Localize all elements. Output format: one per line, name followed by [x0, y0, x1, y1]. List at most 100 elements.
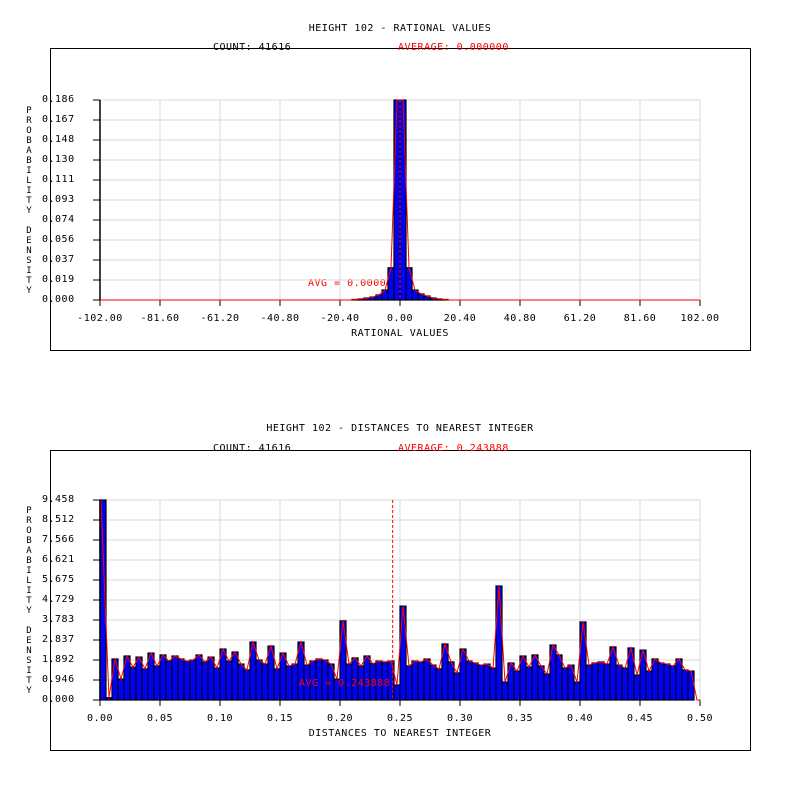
histogram-bar — [291, 663, 299, 701]
ylabel-letter: S — [26, 256, 32, 266]
histogram-bar — [429, 664, 437, 701]
y-tick-label: 1.892 — [42, 654, 75, 665]
ylabel-letter: I — [26, 586, 32, 596]
histogram-bar — [153, 665, 161, 701]
ylabel-letter: E — [26, 636, 32, 646]
y-tick-label: 0.186 — [42, 94, 75, 105]
histogram-bar — [255, 659, 263, 701]
y-tick-label: 9.458 — [42, 494, 75, 505]
histogram-bar — [663, 663, 671, 701]
ylabel-letter: I — [26, 666, 32, 676]
y-tick-label: 0.148 — [42, 134, 75, 145]
bottom-chart-avg-annotation: AVG = 0.243888 — [299, 678, 391, 689]
ylabel-letter: B — [26, 156, 32, 166]
bottom-chart-count: COUNT: 41616 — [213, 443, 292, 454]
histogram-bar — [675, 658, 683, 701]
ylabel-letter: N — [26, 246, 32, 256]
ylabel-letter: L — [26, 176, 32, 186]
top-chart-title: HEIGHT 102 - RATIONAL VALUES — [308, 23, 492, 34]
y-tick-label: 0.946 — [42, 674, 75, 685]
histogram-bar — [645, 670, 653, 701]
histogram-bar — [261, 663, 269, 701]
ylabel-letter: R — [26, 516, 32, 526]
ylabel-letter: T — [26, 596, 32, 606]
histogram-bar — [405, 665, 413, 701]
histogram-bar — [435, 668, 443, 701]
histogram-bar — [603, 663, 611, 701]
top-chart-xlabel: RATIONAL VALUES — [351, 328, 449, 339]
histogram-bar — [621, 667, 629, 701]
histogram-bar — [201, 661, 209, 701]
ylabel-letter: B — [26, 556, 32, 566]
histogram-bar — [555, 654, 563, 701]
ylabel-letter: O — [26, 126, 32, 136]
histogram-bar — [591, 662, 599, 701]
density-curve — [100, 499, 700, 701]
x-tick-label: 0.45 — [626, 713, 654, 724]
histogram-bar — [537, 665, 545, 701]
y-tick-label: 0.111 — [42, 174, 75, 185]
ylabel-letter: Y — [26, 686, 32, 696]
ylabel-letter: S — [26, 656, 32, 666]
x-tick-label: 0.15 — [266, 713, 294, 724]
top-chart-avg-annotation: AVG = 0.000000 — [308, 278, 400, 289]
y-tick-label: 4.729 — [42, 594, 75, 605]
x-tick-label: 0.10 — [206, 713, 234, 724]
top-chart-count: COUNT: 41616 — [213, 42, 292, 53]
histogram-bar — [543, 673, 551, 701]
bottom-chart-frame — [50, 450, 751, 751]
y-tick-label: 0.000 — [42, 294, 75, 305]
x-tick-label: -20.40 — [320, 313, 360, 324]
ylabel-letter: Y — [26, 206, 32, 216]
ylabel-letter: D — [26, 226, 32, 236]
ylabel-letter: R — [26, 116, 32, 126]
histogram-bar — [609, 646, 617, 701]
histogram-bar — [279, 652, 287, 701]
histogram-bar — [399, 605, 407, 701]
ylabel-letter: I — [26, 266, 32, 276]
x-tick-label: -102.00 — [77, 313, 123, 324]
y-tick-label: 0.037 — [42, 254, 75, 265]
histogram-bar — [207, 656, 215, 701]
histogram-bar — [225, 660, 233, 701]
x-tick-label: 0.40 — [566, 713, 594, 724]
histogram-bar — [687, 670, 695, 701]
histogram-bar — [501, 681, 509, 701]
histogram-bar — [147, 652, 155, 701]
ylabel-letter: O — [26, 526, 32, 536]
x-tick-label: 0.20 — [326, 713, 354, 724]
histogram-bar — [483, 663, 491, 701]
bottom-chart-average: AVERAGE: 0.243888 — [398, 443, 509, 454]
histogram-bar — [651, 658, 659, 701]
histogram-bar — [633, 674, 641, 701]
histogram-bar — [513, 670, 521, 701]
histogram-bar — [447, 661, 455, 701]
histogram-bar — [411, 660, 419, 701]
x-tick-label: 0.35 — [506, 713, 534, 724]
x-tick-label: -40.80 — [260, 313, 300, 324]
ylabel-letter: E — [26, 236, 32, 246]
histogram-bar — [135, 656, 143, 701]
histogram-bar — [417, 661, 425, 701]
histogram-bar — [573, 681, 581, 701]
histogram-bar — [681, 669, 689, 701]
x-tick-label: 20.40 — [443, 313, 477, 324]
histogram-bar — [669, 665, 677, 701]
x-tick-label: 81.60 — [623, 313, 657, 324]
ylabel-letter: B — [26, 536, 32, 546]
ylabel-letter: Y — [26, 606, 32, 616]
histogram-bar — [105, 697, 113, 701]
histogram-bar — [183, 660, 191, 701]
x-tick-label: 61.20 — [563, 313, 597, 324]
y-tick-label: 0.074 — [42, 214, 75, 225]
y-tick-label: 3.783 — [42, 614, 75, 625]
histogram-bar — [477, 664, 485, 701]
histogram-bar — [213, 667, 221, 701]
top-chart-average: AVERAGE: 0.000000 — [398, 42, 509, 53]
y-tick-label: 5.675 — [42, 574, 75, 585]
x-tick-label: 0.30 — [446, 713, 474, 724]
histogram-bar — [231, 651, 239, 701]
